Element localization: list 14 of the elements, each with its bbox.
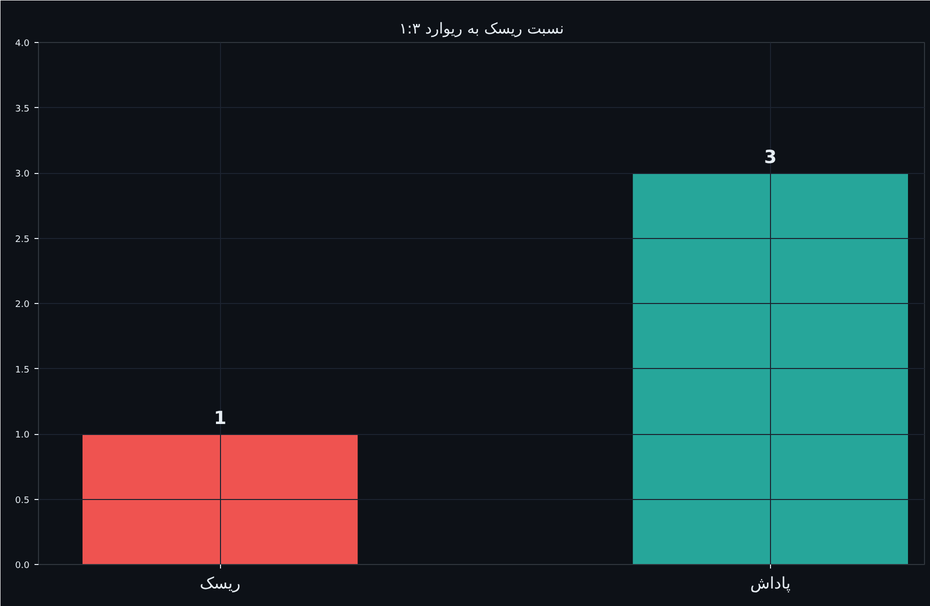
y-tick-label: 0.5: [15, 496, 30, 506]
y-tick-label: 2.5: [15, 234, 30, 245]
y-tick-label: 3.5: [15, 104, 30, 114]
chart-title: نسبت ریسک به ریوارد ۱:۳: [399, 20, 564, 38]
y-tick-label: 0.0: [15, 561, 30, 571]
y-tick-label: 3.0: [15, 170, 30, 180]
data-label: 3: [764, 147, 777, 168]
y-tick-label: 1.0: [15, 430, 30, 440]
x-tick-label: پاداش: [750, 574, 791, 592]
y-tick-label: 1.5: [15, 365, 30, 376]
y-tick-label: 2.0: [15, 300, 30, 310]
y-tick-label: 4.0: [15, 39, 30, 49]
data-label: 1: [214, 408, 226, 429]
x-tick-label: ریسک: [200, 574, 240, 592]
